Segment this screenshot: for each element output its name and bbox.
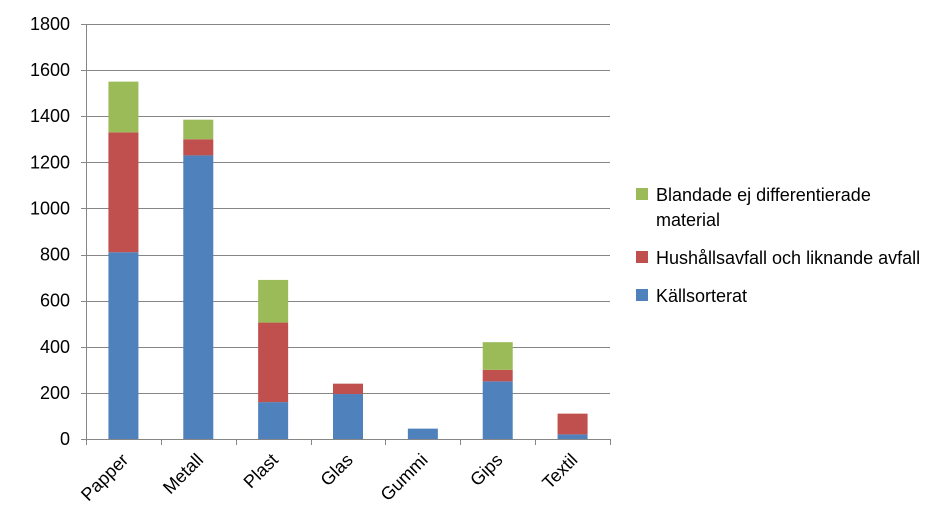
x-tick-labels: Papper Metall Plast Glas Gummi Gips Textil (77, 450, 581, 505)
legend-swatch-blandade (636, 188, 648, 200)
bar-segment-glas (333, 383, 363, 395)
bar-segment-gips (482, 342, 513, 370)
axes (81, 24, 611, 445)
y-tick-label: 1800 (30, 14, 70, 34)
y-tick-label: 1600 (30, 60, 70, 80)
y-tick-label: 400 (40, 337, 70, 357)
bar-segment-glas (333, 394, 363, 439)
y-tick-label: 0 (60, 429, 70, 449)
y-tick-label: 1000 (30, 198, 70, 218)
bar-segment-gips (482, 381, 513, 439)
x-tick-label: Textil (538, 450, 581, 493)
bars (108, 81, 588, 439)
y-tick-label: 200 (40, 383, 70, 403)
gridlines (86, 24, 610, 394)
x-tick-label: Gips (466, 450, 506, 490)
legend-swatch-hushallsavfall (636, 251, 648, 263)
bar-segment-gummi (407, 428, 438, 439)
bar-segment-plast (258, 322, 289, 403)
legend-item-kallsorterat: Källsorterat (636, 284, 936, 309)
x-tick-label: Gummi (377, 450, 432, 505)
bar-segment-metall (183, 119, 214, 140)
x-tick-label: Plast (240, 450, 282, 492)
legend: Blandade ej differentierade material Hus… (636, 183, 936, 322)
x-tick-label: Glas (317, 450, 357, 490)
y-tick-label: 600 (40, 291, 70, 311)
legend-label-hushallsavfall: Hushållsavfall och liknande avfall (656, 248, 921, 268)
x-tick-label: Metall (159, 450, 207, 498)
x-tick-label: Papper (77, 450, 132, 505)
legend-swatch-kallsorterat (636, 289, 648, 301)
legend-item-hushallsavfall: Hushållsavfall och liknande avfall (636, 246, 936, 271)
legend-label-blandade: Blandade ej differentierade material (656, 185, 871, 230)
y-tick-labels: 0 200 400 600 800 1000 1200 1400 1600 1800 (30, 14, 70, 449)
legend-label-kallsorterat: Källsorterat (656, 286, 748, 306)
legend-item-blandade: Blandade ej differentierade material (636, 183, 936, 233)
bar-segment-papper (108, 252, 139, 439)
bar-segment-plast (258, 402, 289, 439)
bar-segment-metall (183, 155, 214, 439)
y-tick-label: 1400 (30, 106, 70, 126)
bar-segment-metall (183, 139, 214, 156)
bar-segment-plast (258, 279, 289, 323)
bar-segment-textil (557, 434, 588, 439)
y-tick-label: 800 (40, 245, 70, 265)
y-tick-label: 1200 (30, 152, 70, 172)
bar-segment-papper (108, 132, 139, 253)
bar-segment-textil (557, 413, 588, 435)
bar-segment-gips (482, 369, 513, 382)
bar-segment-papper (108, 81, 139, 133)
